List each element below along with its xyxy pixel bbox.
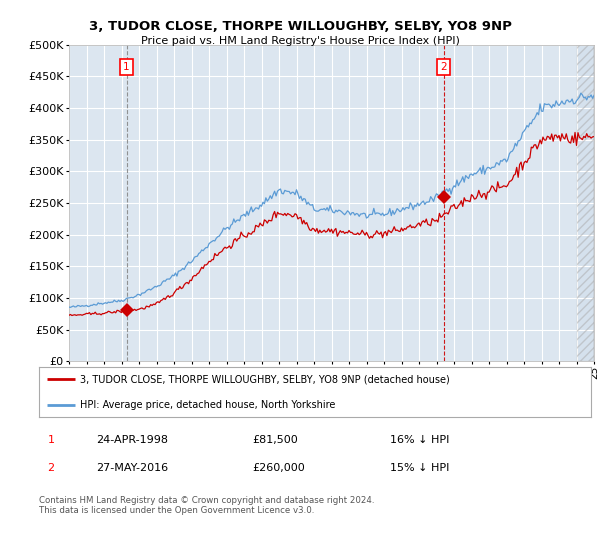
Text: £260,000: £260,000 [252, 463, 305, 473]
Text: 24-APR-1998: 24-APR-1998 [96, 435, 168, 445]
Text: 27-MAY-2016: 27-MAY-2016 [96, 463, 168, 473]
Text: £81,500: £81,500 [252, 435, 298, 445]
Text: 2: 2 [440, 62, 447, 72]
Text: 1: 1 [123, 62, 130, 72]
Text: 16% ↓ HPI: 16% ↓ HPI [390, 435, 449, 445]
Text: 3, TUDOR CLOSE, THORPE WILLOUGHBY, SELBY, YO8 9NP: 3, TUDOR CLOSE, THORPE WILLOUGHBY, SELBY… [89, 20, 511, 32]
Text: Contains HM Land Registry data © Crown copyright and database right 2024.
This d: Contains HM Land Registry data © Crown c… [39, 496, 374, 515]
Text: HPI: Average price, detached house, North Yorkshire: HPI: Average price, detached house, Nort… [80, 400, 336, 409]
Text: 2: 2 [47, 463, 55, 473]
Text: 15% ↓ HPI: 15% ↓ HPI [390, 463, 449, 473]
Text: Price paid vs. HM Land Registry's House Price Index (HPI): Price paid vs. HM Land Registry's House … [140, 36, 460, 46]
Text: 3, TUDOR CLOSE, THORPE WILLOUGHBY, SELBY, YO8 9NP (detached house): 3, TUDOR CLOSE, THORPE WILLOUGHBY, SELBY… [80, 375, 450, 384]
Text: 1: 1 [47, 435, 55, 445]
